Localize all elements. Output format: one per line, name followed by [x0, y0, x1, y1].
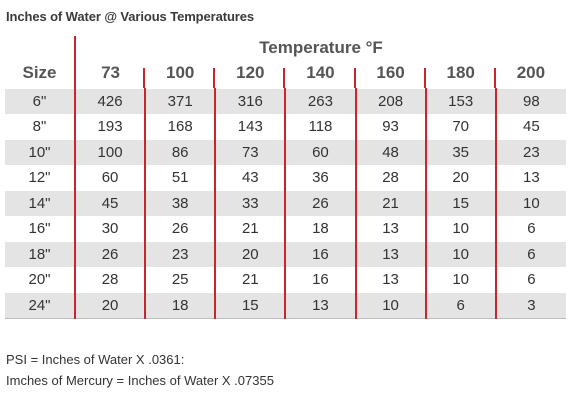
value-cell: 316	[214, 88, 286, 114]
size-column-header: Size	[22, 63, 57, 82]
value-cell: 18	[284, 215, 356, 242]
value-cell: 45	[494, 113, 566, 140]
temperature-group-header: Temperature °F	[74, 36, 566, 58]
value-cell: 73	[214, 139, 286, 165]
size-cell: 24"	[5, 292, 75, 319]
value-cell: 86	[144, 139, 216, 165]
value-cell: 15	[424, 190, 496, 216]
value-cell: 10	[494, 190, 566, 216]
value-cell: 6	[494, 241, 566, 267]
temperature-column-header: 200	[493, 58, 566, 89]
value-cell: 10	[424, 215, 496, 242]
value-cell: 13	[354, 241, 426, 267]
table-row: 10" 100 86 73 60 48 35 23	[5, 139, 566, 165]
value-cell: 21	[354, 190, 426, 216]
value-cell: 143	[214, 113, 286, 140]
value-cell: 23	[494, 139, 566, 165]
psi-note: PSI = Inches of Water X .0361:	[6, 352, 185, 367]
value-cell: 28	[73, 266, 146, 293]
value-cell: 60	[284, 139, 356, 165]
value-cell: 118	[284, 113, 356, 140]
value-cell: 26	[144, 215, 216, 242]
table-row: 20" 28 25 21 16 13 10 6	[5, 266, 566, 293]
value-cell: 153	[424, 88, 496, 114]
header-spacer	[5, 36, 75, 58]
value-cell: 33	[214, 190, 286, 216]
temperature-column-header: 180	[423, 58, 496, 89]
table-row: 12" 60 51 43 36 28 20 13	[5, 164, 566, 191]
table-row: 6" 426 371 316 263 208 153 98	[5, 88, 566, 114]
size-cell: 6"	[5, 88, 75, 114]
value-cell: 18	[144, 292, 216, 319]
value-cell: 10	[424, 241, 496, 267]
size-cell: 16"	[5, 215, 75, 242]
value-cell: 26	[284, 190, 356, 216]
value-cell: 21	[214, 215, 286, 242]
table-row: 18" 26 23 20 16 13 10 6	[5, 241, 566, 267]
value-cell: 10	[424, 266, 496, 293]
value-cell: 100	[73, 139, 146, 165]
temperature-column-header: 120	[213, 58, 285, 89]
value-cell: 15	[214, 292, 286, 319]
temperature-column-header: 100	[143, 58, 215, 89]
value-cell: 93	[354, 113, 426, 140]
value-cell: 6	[424, 292, 496, 319]
value-cell: 208	[354, 88, 426, 114]
value-cell: 23	[144, 241, 216, 267]
value-cell: 48	[354, 139, 426, 165]
value-cell: 6	[494, 215, 566, 242]
value-cell: 371	[144, 88, 216, 114]
value-cell: 16	[284, 241, 356, 267]
size-cell: 14"	[5, 190, 75, 216]
value-cell: 51	[144, 164, 216, 191]
conversion-notes: PSI = Inches of Water X .0361: Imches of…	[6, 349, 274, 391]
value-cell: 13	[494, 164, 566, 191]
value-cell: 13	[284, 292, 356, 319]
value-cell: 168	[144, 113, 216, 140]
value-cell: 98	[494, 88, 566, 114]
temperature-column-header: 140	[283, 58, 355, 89]
value-cell: 36	[284, 164, 356, 191]
temperature-column-header: 73	[73, 58, 146, 89]
mercury-note: Imches of Mercury = Inches of Water X .0…	[6, 373, 274, 388]
table-row: 16" 30 26 21 18 13 10 6	[5, 215, 566, 242]
value-cell: 26	[73, 241, 146, 267]
value-cell: 21	[214, 266, 286, 293]
value-cell: 20	[73, 292, 146, 319]
size-cell: 10"	[5, 139, 75, 165]
value-cell: 16	[284, 266, 356, 293]
value-cell: 13	[354, 215, 426, 242]
size-cell: 18"	[5, 241, 75, 267]
value-cell: 3	[494, 292, 566, 319]
value-cell: 70	[424, 113, 496, 140]
value-cell: 28	[354, 164, 426, 191]
table-row: 24" 20 18 15 13 10 6 3	[5, 292, 566, 319]
value-cell: 25	[144, 266, 216, 293]
value-cell: 10	[354, 292, 426, 319]
value-cell: 13	[354, 266, 426, 293]
value-cell: 45	[73, 190, 146, 216]
size-cell: 12"	[5, 164, 75, 191]
value-cell: 60	[73, 164, 146, 191]
value-cell: 38	[144, 190, 216, 216]
value-cell: 193	[73, 113, 146, 140]
value-cell: 35	[424, 139, 496, 165]
value-cell: 426	[73, 88, 146, 114]
value-cell: 30	[73, 215, 146, 242]
pressure-table: Temperature °F Size 73 100 120 140 160 180 200…	[5, 36, 566, 319]
size-cell: 20"	[5, 266, 75, 293]
value-cell: 43	[214, 164, 286, 191]
size-cell: 8"	[5, 113, 75, 140]
value-cell: 20	[214, 241, 286, 267]
value-cell: 20	[424, 164, 496, 191]
value-cell: 263	[284, 88, 356, 114]
table-row: 8" 193 168 143 118 93 70 45	[5, 113, 566, 140]
temperature-column-header: 160	[353, 58, 426, 89]
value-cell: 6	[494, 266, 566, 293]
table-title: Inches of Water @ Various Temperatures	[6, 9, 255, 24]
table-row: 14" 45 38 33 26 21 15 10	[5, 190, 566, 216]
